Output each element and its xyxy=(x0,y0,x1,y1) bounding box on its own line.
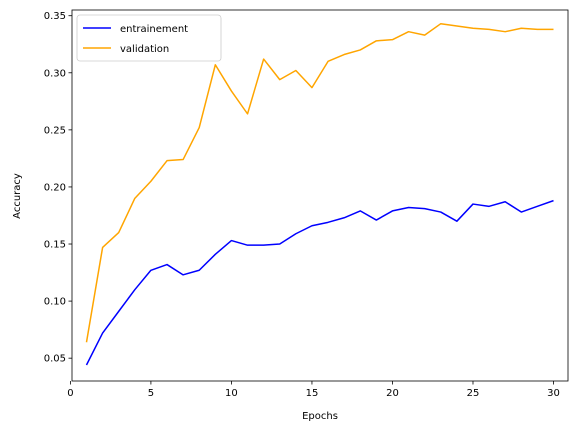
axes-frame xyxy=(71,9,569,382)
x-tick-label: 30 xyxy=(547,388,560,399)
y-tick-label: 0.05 xyxy=(44,354,66,365)
y-tick-label: 0.30 xyxy=(44,68,66,79)
x-tick-label: 10 xyxy=(225,388,238,399)
x-tick-label: 15 xyxy=(306,388,319,399)
legend-box xyxy=(76,14,222,62)
x-tick-label: 25 xyxy=(467,388,480,399)
series-layer xyxy=(85,22,554,366)
plot-area: 0 5 10 15 20 25 30 0.05 0.10 0.15 0.20 0.25 0.30 0.3… xyxy=(44,9,569,399)
y-axis-ticks: 0.05 0.10 0.15 0.20 0.25 0.30 0.35 xyxy=(44,11,72,365)
y-axis-label: Accuracy xyxy=(12,173,23,219)
y-tick-label: 0.25 xyxy=(44,125,66,136)
x-tick-label: 20 xyxy=(386,388,399,399)
series-line-entrainement xyxy=(85,199,554,366)
series-line-validation xyxy=(85,22,554,343)
y-tick-label: 0.35 xyxy=(44,11,66,22)
legend-label-validation: validation xyxy=(120,44,169,55)
x-axis-ticks: 0 5 10 15 20 25 30 xyxy=(67,381,560,399)
y-tick-label: 0.10 xyxy=(44,297,66,308)
x-tick-label: 5 xyxy=(148,388,154,399)
legend: entrainement validation xyxy=(76,14,222,62)
y-tick-label: 0.20 xyxy=(44,182,66,193)
x-axis-label: Epochs xyxy=(302,411,338,422)
legend-label-entrainement: entrainement xyxy=(120,24,188,35)
y-tick-label: 0.15 xyxy=(44,240,66,251)
x-tick-label: 0 xyxy=(67,388,73,399)
